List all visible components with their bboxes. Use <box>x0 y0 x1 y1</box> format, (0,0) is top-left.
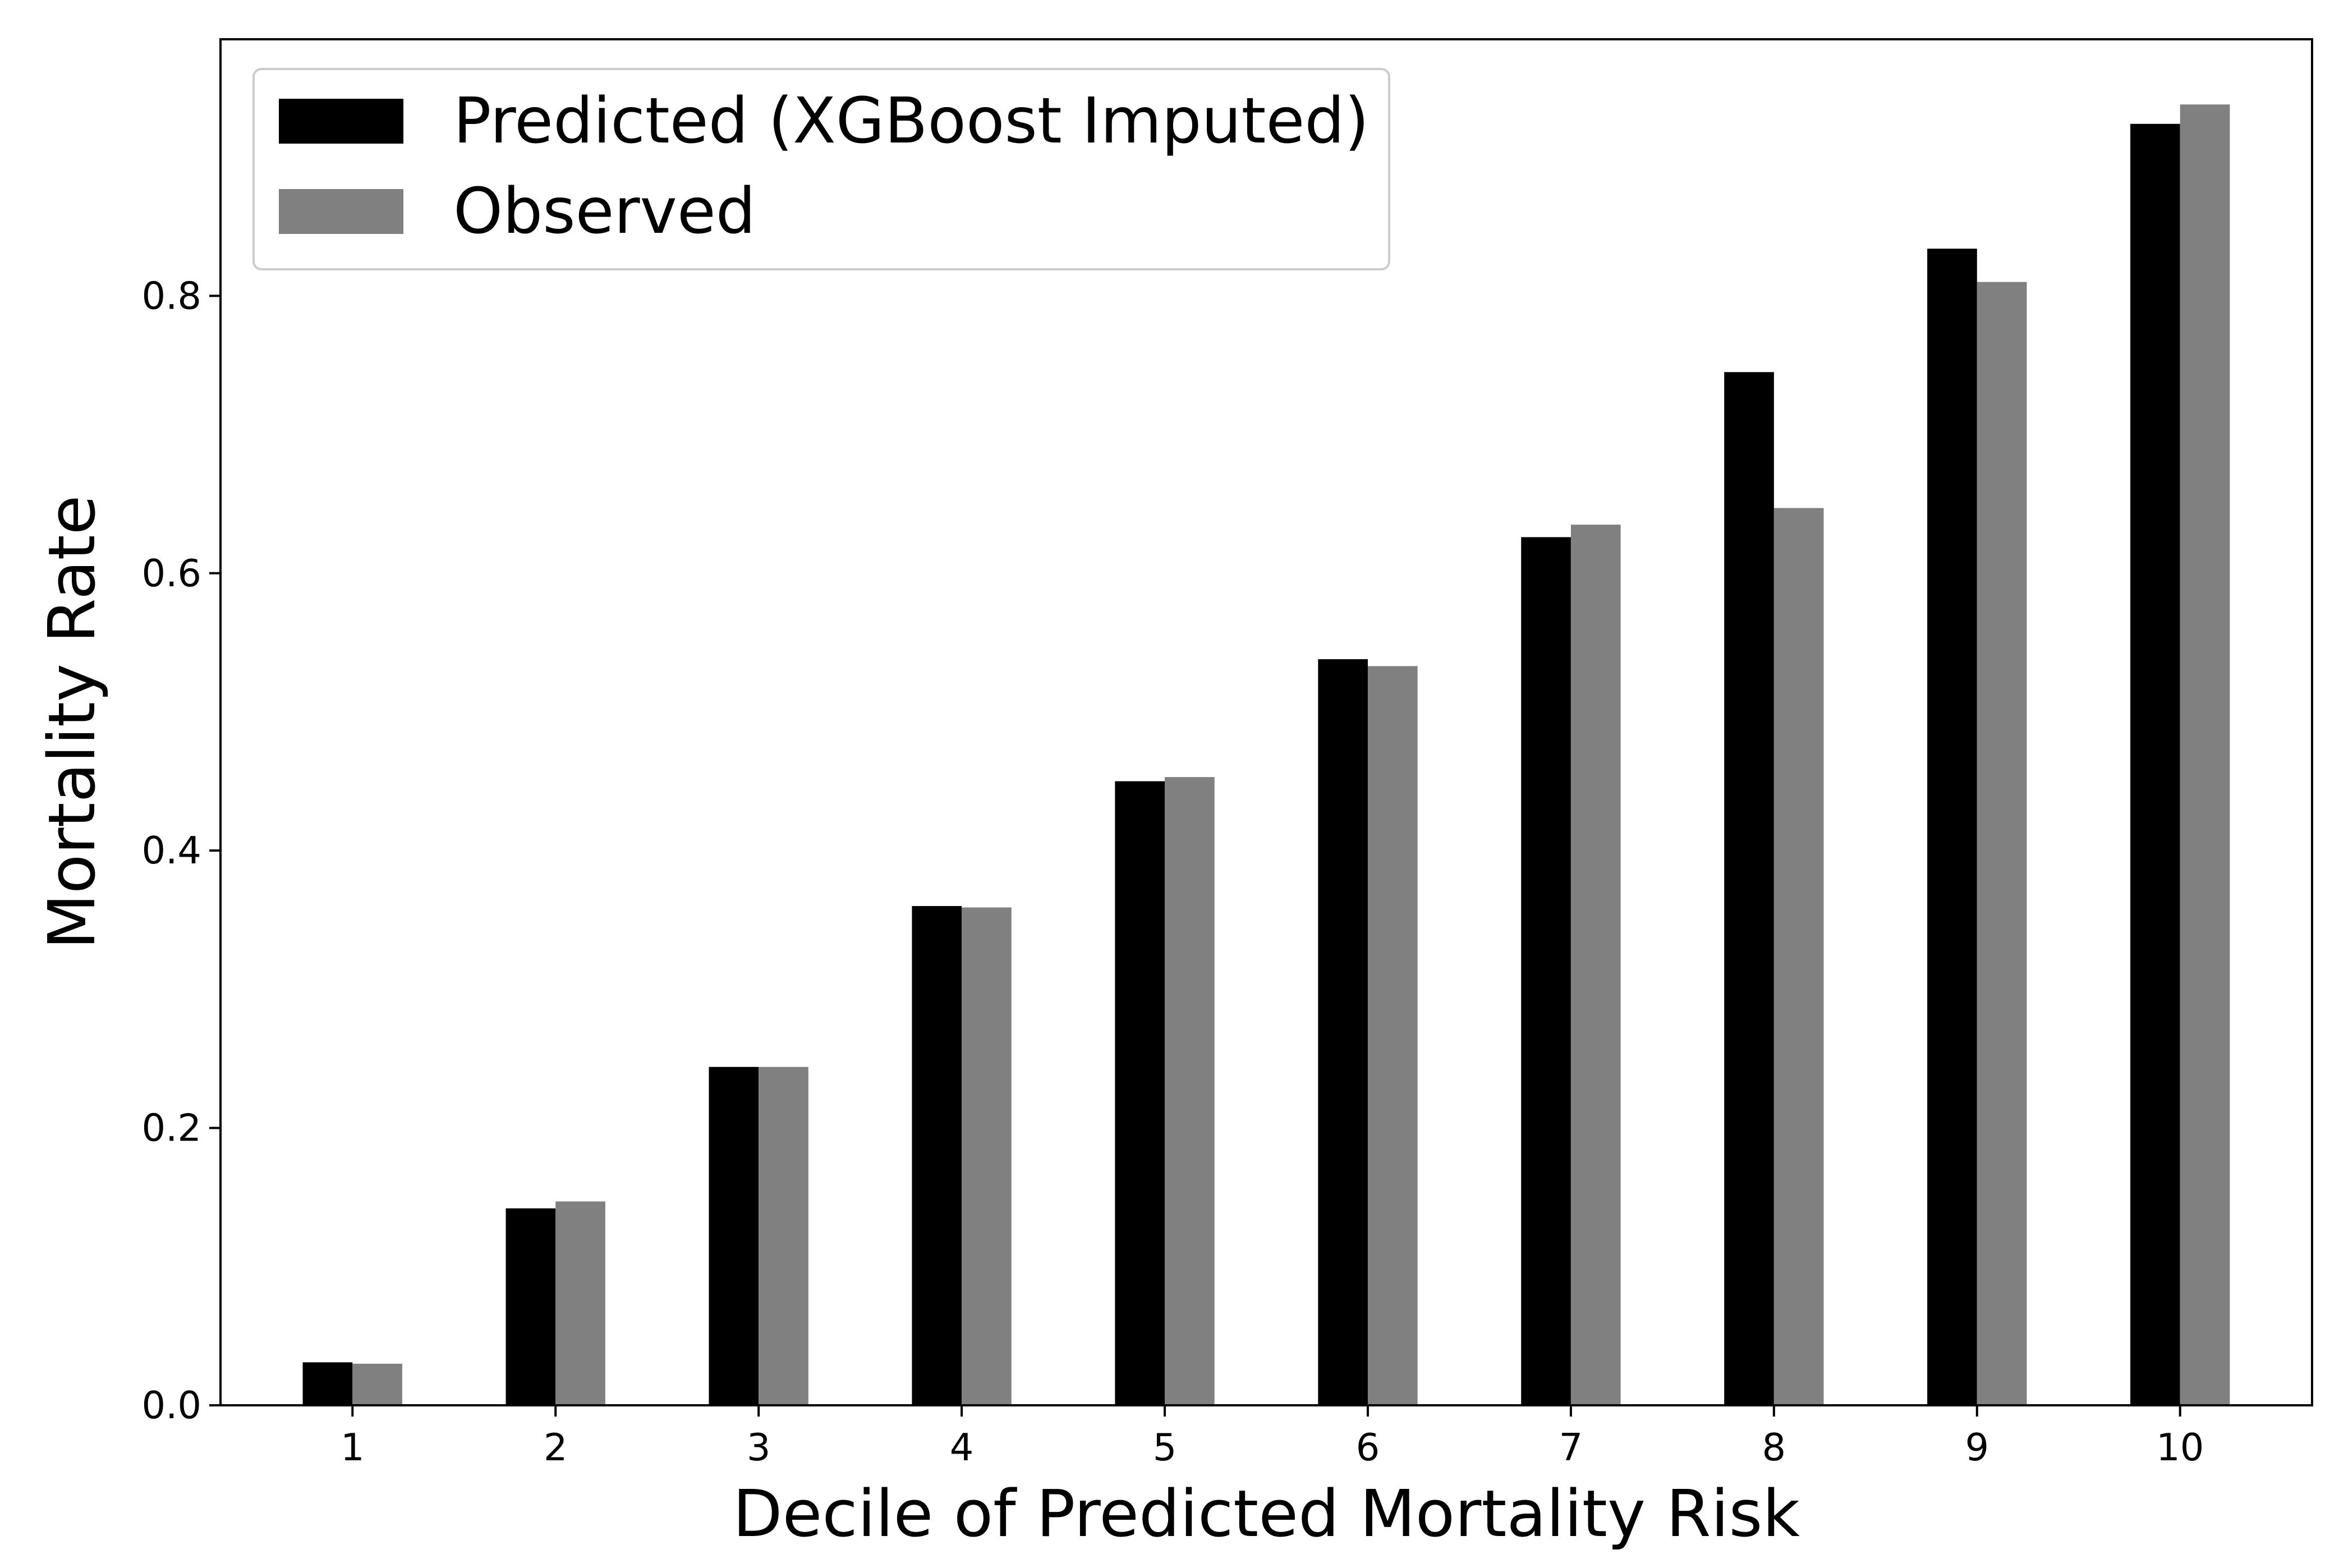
bar-observed-10 <box>2180 104 2230 1406</box>
legend: Predicted (XGBoost Imputed) Observed <box>252 68 1390 270</box>
bars-group <box>302 104 2230 1406</box>
legend-swatch-predicted <box>279 99 403 144</box>
bar-observed-7 <box>1570 525 1621 1405</box>
y-tick-label: 0.4 <box>141 829 201 872</box>
y-tick-label: 0.0 <box>141 1383 201 1427</box>
bar-predicted-4 <box>912 906 962 1405</box>
x-tick-label: 5 <box>1153 1426 1177 1469</box>
bar-observed-2 <box>555 1201 605 1405</box>
bar-observed-4 <box>962 907 1012 1405</box>
legend-label-predicted: Predicted (XGBoost Imputed) <box>453 85 1369 158</box>
bar-predicted-6 <box>1318 659 1368 1405</box>
x-tick-label: 10 <box>2156 1426 2204 1469</box>
bar-predicted-1 <box>302 1362 353 1405</box>
x-axis-ticks: 1 2 3 4 5 6 7 8 9 10 <box>341 1405 2204 1469</box>
legend-swatch-observed <box>279 189 403 234</box>
bar-predicted-9 <box>1927 249 1977 1406</box>
bar-predicted-10 <box>2130 123 2180 1406</box>
bar-observed-9 <box>1977 282 2027 1405</box>
x-tick-label: 6 <box>1356 1426 1380 1469</box>
x-tick-label: 2 <box>544 1426 568 1469</box>
bar-predicted-3 <box>709 1066 759 1405</box>
x-tick-label: 1 <box>341 1426 365 1469</box>
bar-observed-3 <box>759 1066 808 1405</box>
x-tick-label: 8 <box>1762 1426 1786 1469</box>
x-tick-label: 7 <box>1559 1426 1583 1469</box>
y-tick-label: 0.2 <box>141 1106 201 1150</box>
x-tick-label: 9 <box>1965 1426 1989 1469</box>
x-axis-label: Decile of Predicted Mortality Risk <box>733 1477 1800 1552</box>
legend-box <box>252 68 1390 270</box>
bar-observed-6 <box>1367 666 1418 1405</box>
bar-predicted-2 <box>506 1208 556 1405</box>
x-tick-label: 4 <box>950 1426 974 1469</box>
y-tick-label: 0.6 <box>141 551 201 595</box>
legend-label-observed: Observed <box>453 175 756 248</box>
bar-predicted-8 <box>1724 372 1774 1405</box>
bar-observed-1 <box>352 1363 402 1405</box>
y-axis-label: Mortality Rate <box>35 495 110 950</box>
y-axis-ticks: 0.0 0.2 0.4 0.6 0.8 <box>141 274 220 1427</box>
bar-observed-8 <box>1773 508 1824 1405</box>
y-tick-label: 0.8 <box>141 274 201 318</box>
x-tick-label: 3 <box>747 1426 771 1469</box>
bar-predicted-5 <box>1115 781 1165 1405</box>
bar-observed-5 <box>1165 777 1215 1405</box>
plot-frame <box>219 38 2313 1406</box>
bar-predicted-7 <box>1521 537 1571 1405</box>
